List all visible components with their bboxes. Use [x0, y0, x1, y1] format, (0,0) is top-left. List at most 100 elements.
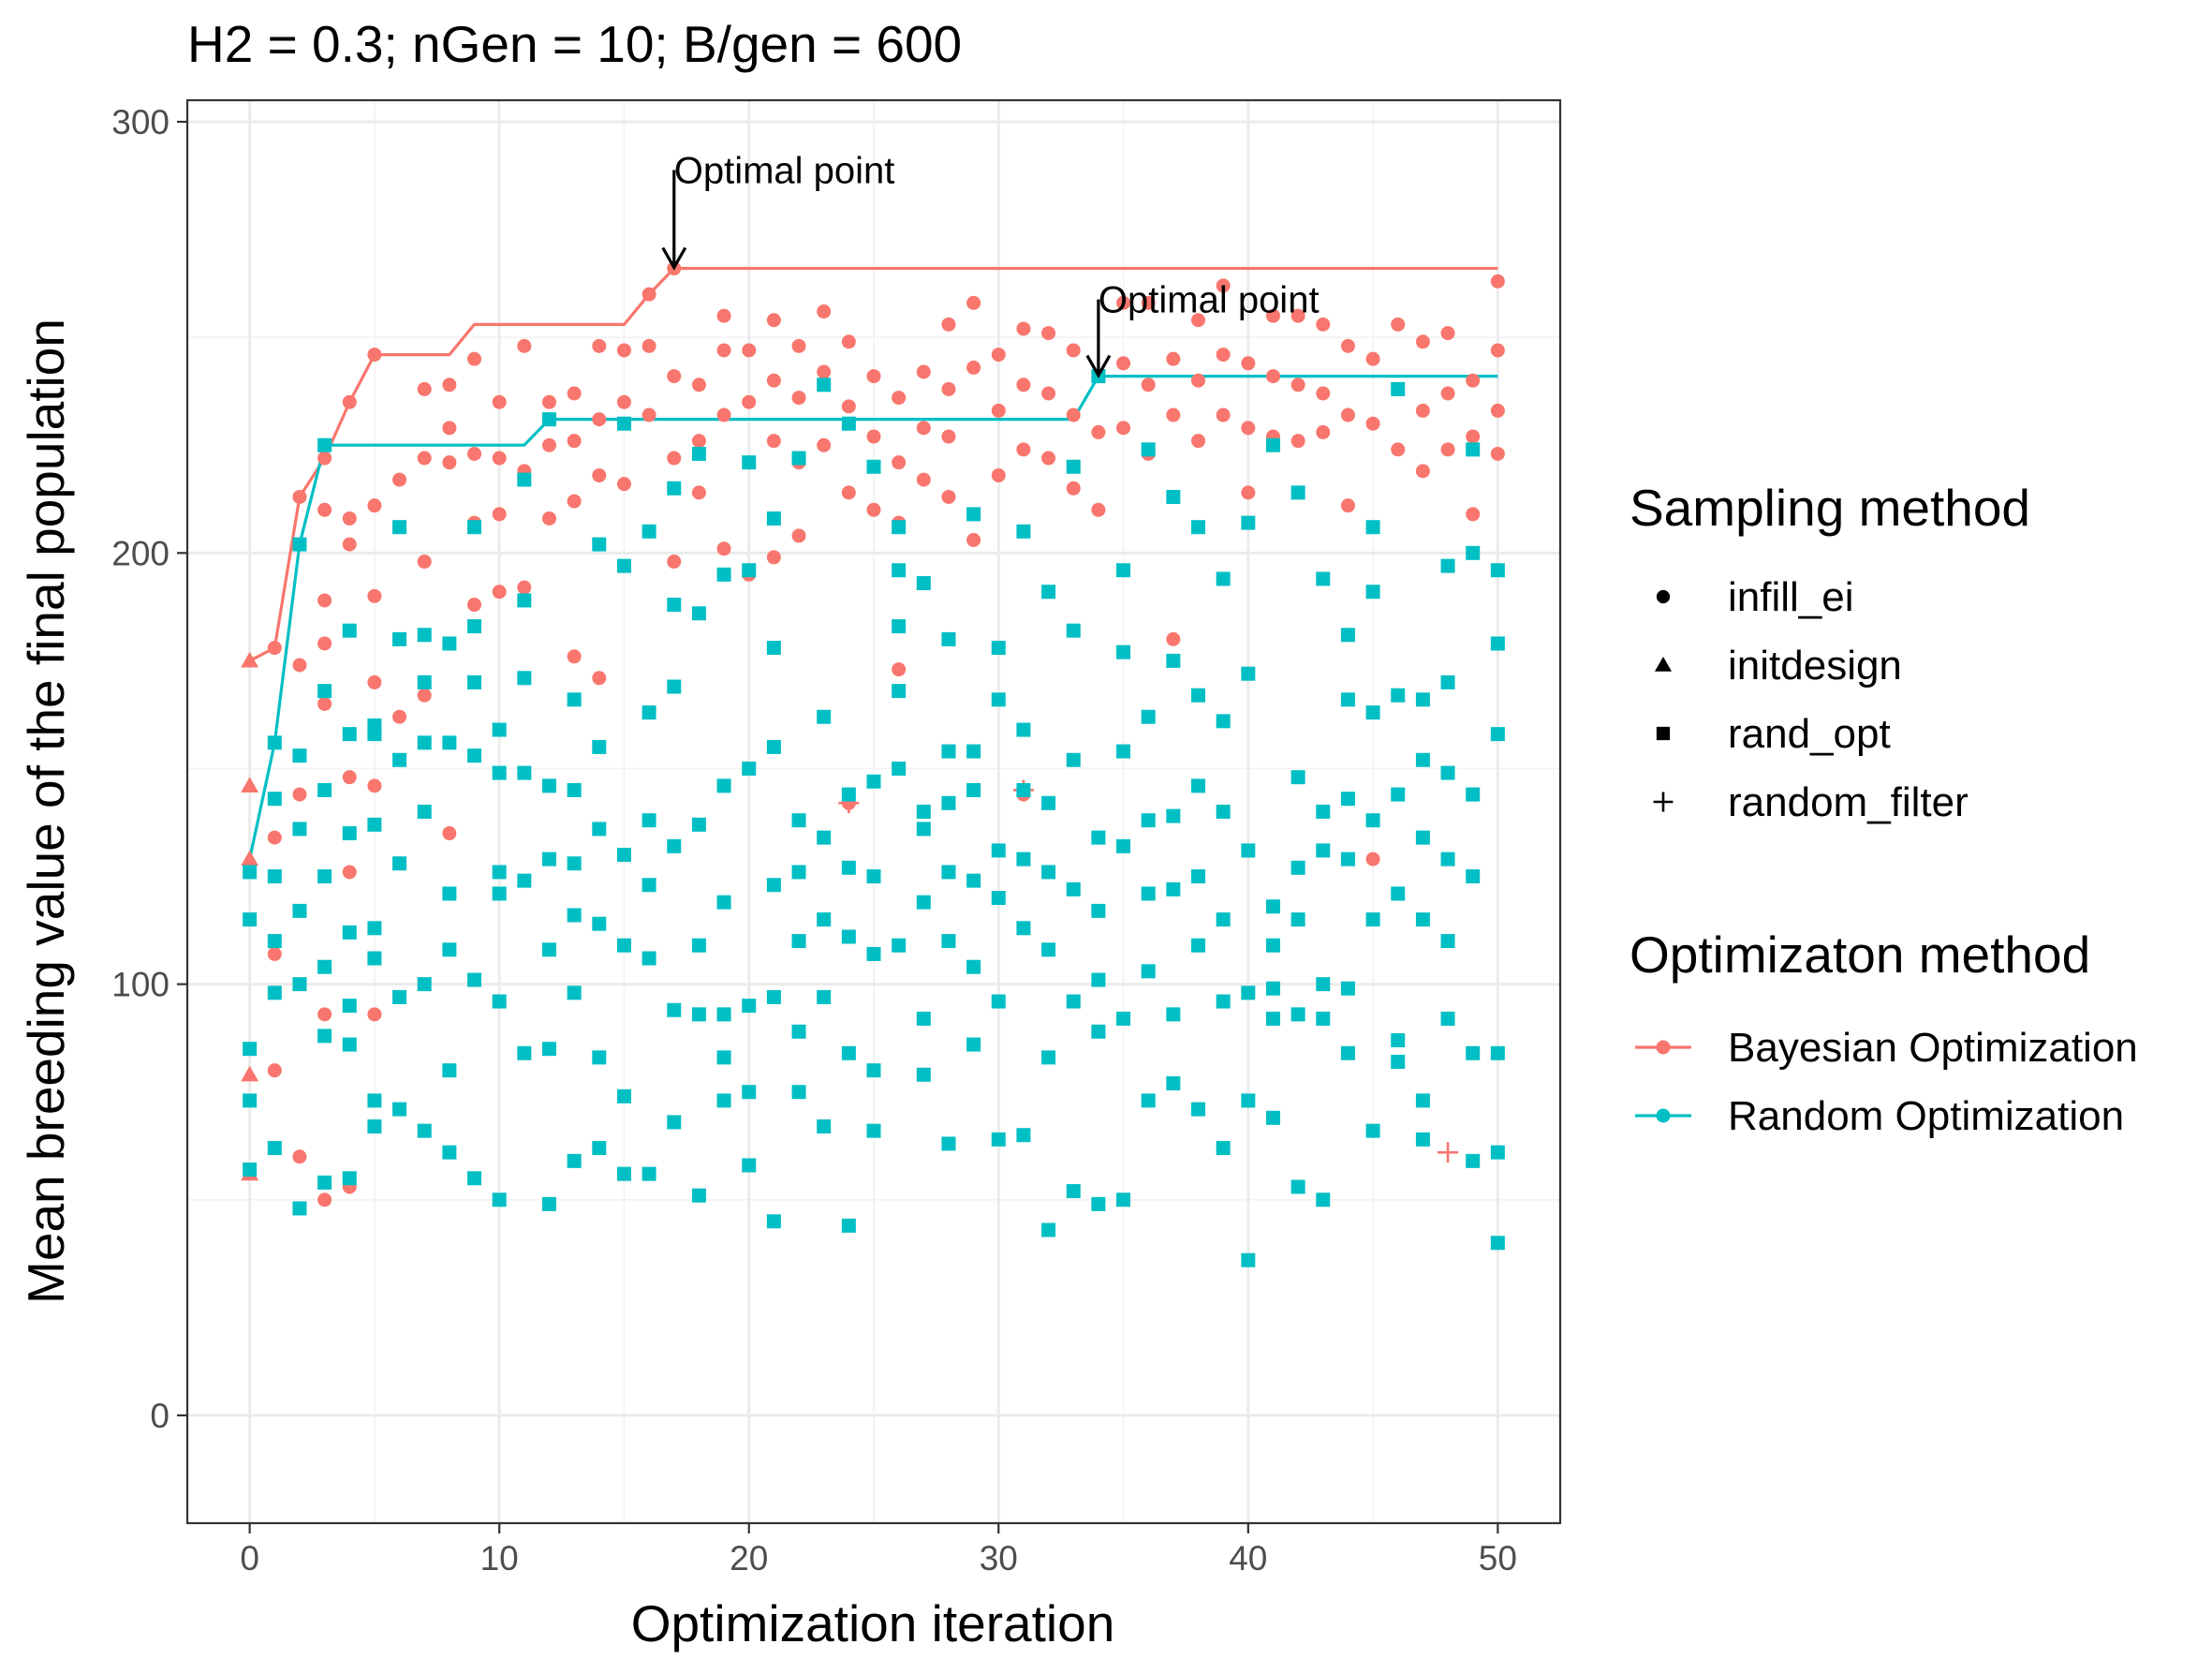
- data-point-circle: [966, 533, 981, 548]
- data-point-circle: [667, 369, 682, 384]
- data-point-circle: [392, 472, 407, 487]
- data-point-square: [317, 1175, 332, 1190]
- x-tick-label: 0: [240, 1539, 259, 1578]
- data-point-circle: [467, 598, 482, 613]
- data-point-square: [541, 852, 556, 867]
- data-point-circle: [367, 588, 382, 603]
- data-point-square: [1440, 674, 1455, 689]
- data-point-circle: [641, 338, 656, 353]
- data-point-square: [866, 774, 881, 789]
- data-point-circle: [292, 658, 307, 673]
- data-point-square: [1216, 912, 1231, 927]
- data-point-square: [292, 903, 307, 918]
- data-point-square: [1466, 787, 1481, 802]
- data-point-square: [1066, 459, 1081, 474]
- data-point-circle: [817, 437, 832, 452]
- data-point-circle: [1041, 386, 1056, 401]
- data-point-square: [1365, 813, 1380, 828]
- data-point-square: [892, 520, 907, 535]
- data-point-circle: [1415, 334, 1430, 349]
- data-point-square: [567, 1153, 582, 1168]
- data-point-square: [817, 830, 832, 845]
- data-point-circle: [1316, 317, 1331, 332]
- data-point-square: [592, 1141, 607, 1156]
- data-point-circle: [1440, 326, 1455, 341]
- data-point-square: [892, 684, 907, 699]
- data-point-circle: [1116, 295, 1131, 310]
- data-point-square: [1490, 636, 1505, 651]
- data-point-square: [766, 1214, 781, 1229]
- legend-label-infill_ei: infill_ei: [1728, 574, 1854, 620]
- data-point-square: [841, 787, 856, 802]
- data-point-square: [267, 792, 282, 807]
- x-tick-label: 50: [1479, 1539, 1517, 1578]
- data-point-square: [1091, 972, 1106, 987]
- data-point-square: [1440, 934, 1455, 949]
- data-point-circle: [941, 489, 956, 504]
- data-point-circle: [916, 472, 931, 487]
- data-point-circle: [616, 343, 631, 358]
- data-point-square: [517, 873, 532, 888]
- data-point-square: [541, 1042, 556, 1057]
- plot-panel-border: [185, 98, 1562, 1525]
- data-point-square: [966, 782, 981, 797]
- data-point-circle: [1290, 378, 1305, 393]
- data-point-square: [641, 951, 656, 966]
- data-point-circle: [1490, 446, 1505, 461]
- x-tick-label: 10: [480, 1539, 519, 1578]
- data-point-square: [342, 1037, 357, 1052]
- data-point-square: [1365, 912, 1380, 927]
- data-point-square: [1265, 437, 1280, 452]
- data-point-square: [1466, 1153, 1481, 1168]
- data-point-square: [1440, 852, 1455, 867]
- data-point-square: [991, 843, 1006, 858]
- data-point-square: [966, 1037, 981, 1052]
- data-point-circle: [1265, 369, 1280, 384]
- data-point-circle: [1116, 421, 1131, 436]
- data-point-plus: [1438, 1142, 1459, 1163]
- data-point-circle: [892, 455, 907, 470]
- data-point-circle: [966, 360, 981, 375]
- data-point-square: [243, 1093, 258, 1108]
- data-point-circle: [567, 434, 582, 449]
- data-point-square: [866, 869, 881, 884]
- data-point-circle: [317, 1192, 332, 1207]
- data-point-circle: [1241, 421, 1256, 436]
- legend-key-point: [1656, 1108, 1671, 1123]
- data-point-circle: [1391, 317, 1406, 332]
- data-point-square: [1290, 1179, 1305, 1194]
- data-point-square: [1066, 1184, 1081, 1199]
- data-point-circle: [317, 451, 332, 466]
- data-point-square: [392, 1102, 407, 1117]
- data-point-circle: [941, 429, 956, 444]
- legend-label-random_filter: random_filter: [1728, 779, 1969, 825]
- data-point-circle: [267, 830, 282, 845]
- data-point-square: [1091, 1024, 1106, 1039]
- data-point-square: [966, 959, 981, 974]
- data-point-square: [941, 865, 956, 880]
- data-point-square: [766, 989, 781, 1004]
- data-point-circle: [541, 437, 556, 452]
- chart-title: H2 = 0.3; nGen = 10; B/gen = 600: [187, 15, 962, 73]
- data-point-circle: [1241, 485, 1256, 500]
- data-point-circle: [367, 498, 382, 513]
- data-point-circle: [841, 334, 856, 349]
- data-point-circle: [1166, 407, 1181, 422]
- data-point-square: [1091, 830, 1106, 845]
- data-point-square: [541, 778, 556, 793]
- data-point-square: [1290, 912, 1305, 927]
- data-point-square: [791, 865, 806, 880]
- data-point-square: [817, 709, 832, 724]
- data-point-circle: [841, 399, 856, 414]
- data-point-circle: [442, 421, 457, 436]
- data-point-square: [916, 895, 931, 910]
- data-point-square: [916, 1067, 931, 1082]
- data-point-circle: [791, 528, 806, 543]
- data-point-circle: [791, 391, 806, 406]
- data-point-square: [367, 727, 382, 742]
- data-point-square: [1440, 1011, 1455, 1026]
- data-point-circle: [691, 378, 706, 393]
- data-point-square: [1016, 722, 1031, 737]
- data-point-circle: [1191, 434, 1206, 449]
- data-point-circle: [1340, 407, 1355, 422]
